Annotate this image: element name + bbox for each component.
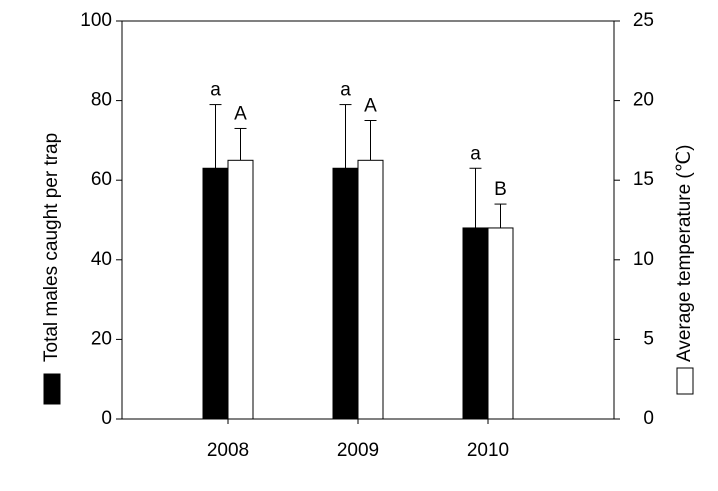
x-tick-label: 2009 (337, 440, 379, 461)
y-tick-label: 80 (91, 90, 112, 111)
y-tick-label: 40 (91, 249, 112, 270)
y-tick-label: 100 (80, 10, 112, 31)
y2-tick-label: 20 (633, 90, 654, 111)
significance-letter: A (234, 103, 247, 124)
y-tick-label: 60 (91, 169, 112, 190)
bar (227, 159, 254, 420)
y-tick-label: 0 (101, 408, 112, 429)
significance-letter: a (340, 80, 351, 101)
y2-axis-label: Average temperature (℃) (674, 145, 695, 362)
legend-swatch (43, 373, 61, 405)
legend-swatch (676, 367, 694, 395)
significance-letter: a (210, 80, 221, 101)
x-tick-label: 2008 (207, 440, 249, 461)
significance-letter: A (364, 96, 377, 117)
x-tick-label: 2010 (467, 440, 509, 461)
bar (357, 159, 384, 420)
significance-letter: a (470, 143, 481, 164)
bar (462, 227, 489, 420)
y2-tick-label: 5 (643, 328, 654, 349)
y-axis-label: Total males caught per trap (41, 133, 62, 362)
y2-tick-label: 25 (633, 10, 654, 31)
bar (487, 227, 514, 420)
y2-tick-label: 10 (633, 249, 654, 270)
bar (202, 167, 229, 420)
y-tick-label: 20 (91, 328, 112, 349)
y2-tick-label: 15 (633, 169, 654, 190)
significance-letter: B (494, 179, 507, 200)
y2-tick-label: 0 (643, 408, 654, 429)
bar (332, 167, 359, 420)
